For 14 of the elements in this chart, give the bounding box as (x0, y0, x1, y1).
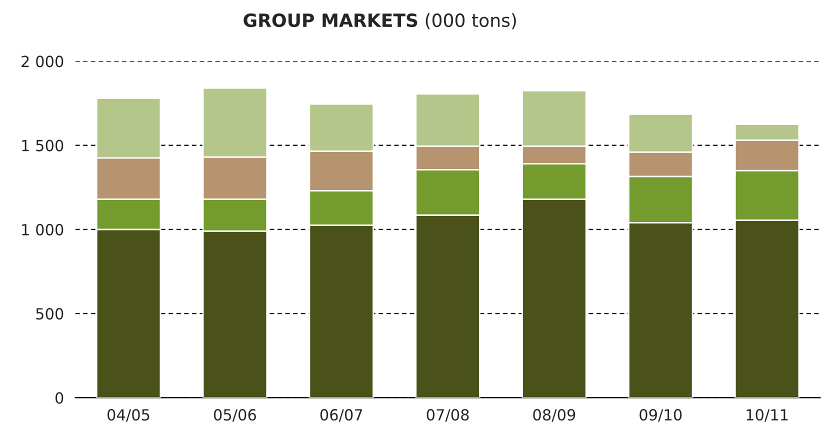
chart-subtitle: (000 tons) (426, 13, 516, 30)
x-tick-label: 06/07 (320, 409, 362, 422)
y-tick-label: 500 (36, 308, 64, 320)
y-tick-label: 1 500 (22, 140, 64, 152)
y-tick-label: 1 000 (22, 224, 64, 236)
x-tick-label: 04/05 (108, 409, 150, 422)
y-tick-label: 0 (56, 392, 64, 404)
chart-title: GROUP MARKETS (244, 13, 418, 28)
x-tick-label: 05/06 (214, 409, 256, 422)
x-tick-label: 07/08 (426, 409, 469, 422)
y-tick-label: 2 000 (22, 56, 64, 68)
x-tick-label: 09/10 (640, 409, 682, 422)
x-tick-label: 08/09 (533, 409, 576, 422)
x-tick-label: 10/11 (746, 409, 788, 422)
